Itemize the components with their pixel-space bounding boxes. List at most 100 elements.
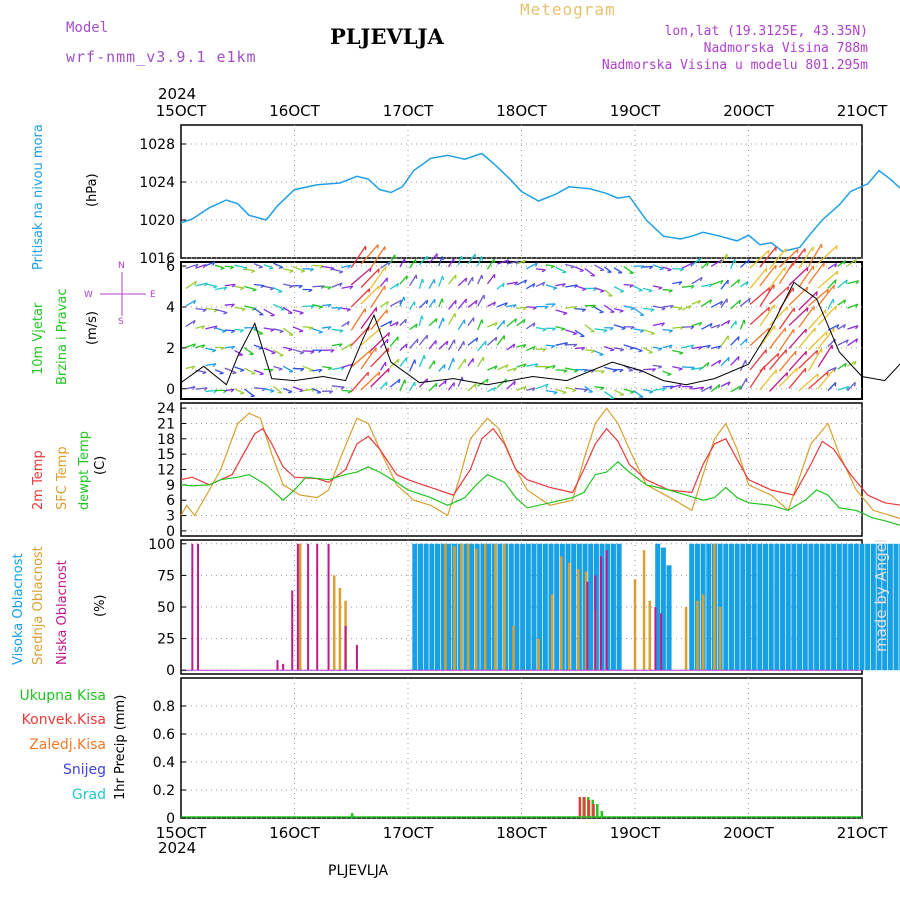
wind-arrowhead (513, 367, 517, 372)
wind-arrow (798, 265, 815, 288)
wind-arrowhead (532, 387, 536, 392)
cloud-bar (586, 581, 589, 671)
wind-arrow (681, 344, 694, 349)
wind-arrowhead (258, 332, 264, 335)
wind-arrowhead (542, 282, 546, 287)
wind-arrowhead (194, 281, 197, 286)
wind-arrow (389, 336, 399, 347)
cloud-bar (882, 543, 888, 671)
wind-arrow (253, 344, 263, 349)
wind-arrow (273, 349, 284, 357)
wind-arrow (409, 359, 416, 372)
wind-arrow (253, 283, 265, 287)
wind-arrow (662, 266, 672, 271)
wind-arrowhead (308, 289, 313, 293)
wind-arrow (506, 367, 517, 372)
wind-arrow (759, 325, 776, 348)
wind-arrow (827, 298, 834, 310)
wind-arrow (341, 321, 350, 328)
wind-arrow (506, 343, 516, 351)
wind-arrow (594, 386, 605, 389)
wind-arrowhead (698, 258, 701, 263)
wind-arrowhead (727, 381, 731, 386)
wind-arrowhead (834, 382, 837, 387)
wind-arrow (457, 376, 463, 387)
wind-arrowhead (833, 367, 837, 372)
wind-arrow (379, 361, 387, 371)
wind-arrow (467, 357, 474, 367)
cloud-bar (654, 607, 657, 671)
wind-arrow (701, 299, 712, 307)
wind-arrow (370, 368, 390, 388)
wind-arrow (545, 344, 555, 347)
wind-arrow (448, 299, 457, 310)
wind-arrow (418, 299, 428, 309)
wind-arrowhead (662, 387, 666, 392)
cloud-bar (537, 543, 543, 671)
wind-arrow (341, 389, 352, 392)
y-tick-label: 0 (166, 663, 175, 679)
wind-arrowhead (534, 363, 539, 368)
wind-arrowhead (395, 321, 399, 326)
wind-arrow (769, 306, 789, 326)
cloud-bar (757, 543, 763, 671)
cloud-bar (610, 543, 616, 671)
cloud-bar (718, 607, 722, 671)
wind-arrowhead (619, 348, 625, 352)
pressure-unit: (hPa) (85, 173, 100, 207)
wind-arrow (253, 328, 264, 335)
wind-arrow (603, 288, 613, 297)
wind-arrowhead (679, 268, 684, 272)
wind-arrowhead (706, 261, 709, 267)
wind-arrowhead (481, 319, 484, 324)
wind-arrow (691, 257, 701, 266)
wind-arrowhead (239, 392, 245, 395)
wind-arrow (759, 304, 776, 327)
wind-arrow (730, 279, 740, 288)
wind-arrow (312, 303, 323, 308)
wind-arrowhead (426, 255, 429, 261)
wind-arrowhead (505, 259, 510, 264)
wind-arrow (798, 349, 818, 369)
y-tick-label: 24 (157, 401, 175, 417)
wind-arrowhead (386, 301, 389, 306)
cloud-bar (808, 543, 814, 671)
wind-arrow (205, 363, 217, 367)
cloud-bar (332, 575, 336, 671)
cloud-bar (648, 600, 652, 671)
wind-arrowhead (251, 372, 256, 375)
wind-arrowhead (347, 264, 352, 269)
wind-arrowhead (678, 384, 682, 389)
wind-arrowhead (298, 285, 303, 289)
wind-arrow (807, 348, 823, 372)
wind-arrow (720, 298, 728, 308)
wind-arrow (360, 327, 382, 346)
wind-arrow (623, 284, 634, 286)
wind-arrow (827, 381, 837, 392)
wind-arrow (409, 381, 416, 392)
lonlat-label: lon,lat (19.3125E, 43.35N) (664, 24, 869, 39)
wind-arrowhead (835, 245, 838, 250)
wind-arrowhead (415, 323, 418, 329)
wind-arrowhead (337, 307, 342, 311)
wind-arrow (185, 263, 199, 270)
wind-arrowhead (223, 311, 228, 315)
wind-arrowhead (211, 349, 217, 353)
wind-arrowhead (720, 280, 724, 285)
wind-arrowhead (515, 260, 520, 265)
wind-arrow (720, 381, 731, 388)
wind-arrow (545, 389, 558, 393)
wind-arrowhead (259, 373, 264, 376)
station-title: PLJEVLJA (330, 24, 444, 49)
wind-arrowhead (330, 349, 335, 353)
wind-arrowhead (717, 345, 722, 350)
wind-arrowhead (560, 328, 566, 331)
bottom-date-tick: 16OCT (269, 824, 320, 842)
cloud-bar (865, 543, 871, 671)
cloud-bar (497, 543, 503, 671)
wind-arrow (633, 285, 643, 292)
wind-arrow (185, 319, 196, 328)
wind-arrow (788, 350, 807, 372)
wind-arrow (282, 387, 293, 393)
bottom-date-tick: 21OCT (837, 824, 888, 842)
